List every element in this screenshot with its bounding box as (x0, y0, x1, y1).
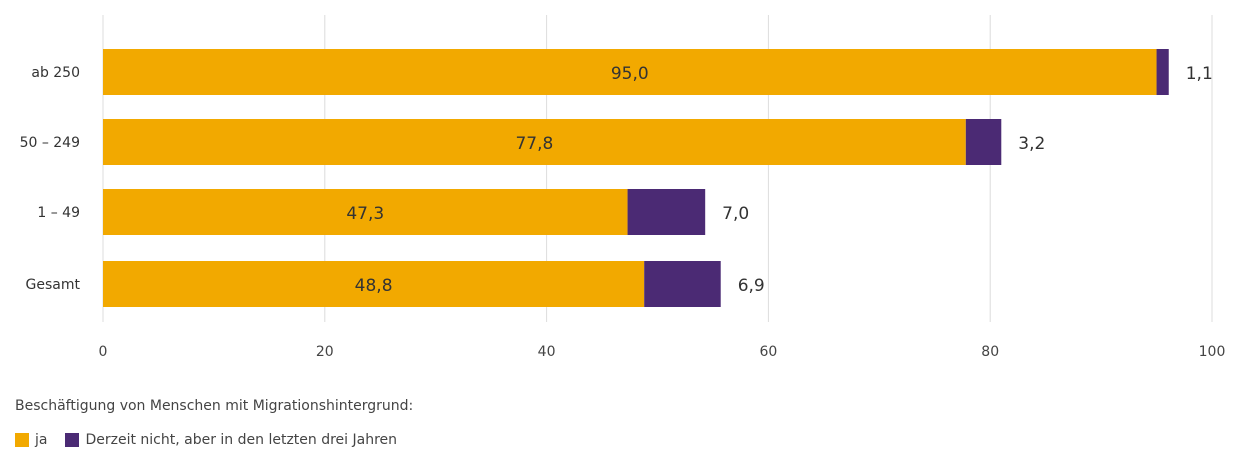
category-label-ab-250: ab 250 (31, 65, 80, 81)
value-label-50-249-series-0: 77,8 (515, 134, 553, 154)
value-label-1-49-series-1: 7,0 (722, 204, 749, 224)
legend-swatch-ja (15, 433, 29, 447)
legend-item-ja: ja (15, 432, 47, 448)
x-tick-label: 20 (316, 344, 334, 360)
bar-50-249-series-0 (103, 119, 966, 165)
x-tick-label: 0 (99, 344, 108, 360)
value-label-ab-250-series-1: 1,1 (1186, 64, 1213, 84)
legend-item-derzeit-nicht: Derzeit nicht, aber in den letzten drei … (65, 432, 397, 448)
legend-label-ja: ja (35, 432, 48, 448)
x-tick-label: 80 (981, 344, 999, 360)
bars (103, 49, 1169, 307)
category-label-1-49: 1 – 49 (37, 205, 80, 221)
value-labels: 95,0 1,1 77,8 3,2 47,3 7,0 48,8 6,9 (346, 64, 1212, 296)
category-label-50-249: 50 – 249 (20, 135, 80, 151)
bar-50-249-series-1 (965, 119, 1002, 165)
category-labels: ab 250 50 – 249 1 – 49 Gesamt (20, 65, 81, 293)
value-label-50-249-series-1: 3,2 (1018, 134, 1045, 154)
bar-1-49-series-1 (627, 189, 706, 235)
value-label-ab-250-series-0: 95,0 (611, 64, 649, 84)
value-label-gesamt-series-0: 48,8 (355, 276, 393, 296)
legend-title: Beschäftigung von Menschen mit Migration… (15, 398, 414, 414)
bar-ab-250-series-1 (1156, 49, 1169, 95)
legend: Beschäftigung von Menschen mit Migration… (15, 398, 413, 448)
x-tick-label: 40 (538, 344, 556, 360)
bar-gesamt-series-0 (103, 261, 645, 307)
value-label-gesamt-series-1: 6,9 (738, 276, 765, 296)
bar-gesamt-series-1 (644, 261, 721, 307)
x-tick-label: 60 (759, 344, 777, 360)
stacked-bar-chart: 95,0 1,1 77,8 3,2 47,3 7,0 48,8 6,9 ab 250 50 – … (20, 15, 1226, 360)
bar-ab-250-series-0 (103, 49, 1157, 95)
bar-1-49-series-0 (103, 189, 628, 235)
x-axis-ticks: 0 20 40 60 80 100 (99, 344, 1226, 360)
x-tick-label: 100 (1199, 344, 1226, 360)
category-label-gesamt: Gesamt (26, 277, 81, 293)
legend-items: ja Derzeit nicht, aber in den letzten dr… (15, 432, 413, 448)
value-label-1-49-series-0: 47,3 (346, 204, 384, 224)
legend-swatch-derzeit-nicht (65, 433, 80, 447)
legend-label-derzeit-nicht: Derzeit nicht, aber in den letzten drei … (85, 432, 398, 448)
